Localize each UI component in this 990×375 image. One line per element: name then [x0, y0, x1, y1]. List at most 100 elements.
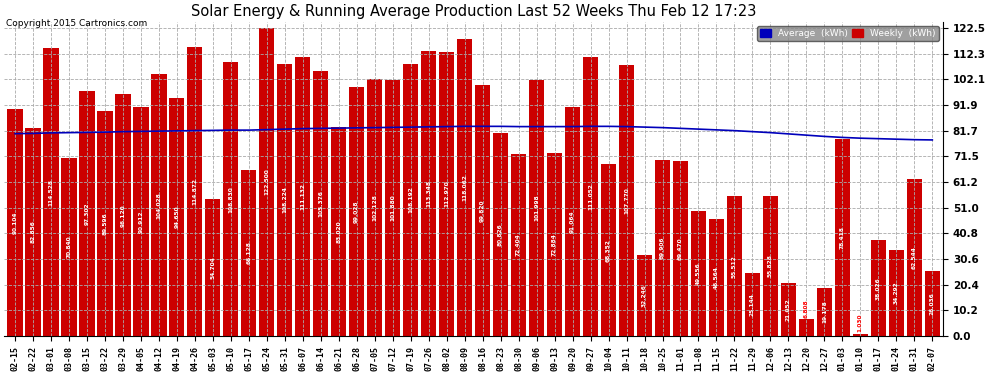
Bar [97, 111, 113, 336]
Bar [871, 240, 886, 336]
Bar [835, 139, 850, 336]
Bar [367, 79, 382, 336]
Text: 90.104: 90.104 [13, 211, 18, 234]
Bar [619, 65, 635, 336]
Bar [762, 196, 778, 336]
Text: 96.120: 96.120 [121, 204, 126, 226]
Bar [852, 333, 868, 336]
Bar [403, 64, 419, 336]
Bar [331, 127, 346, 336]
Bar [727, 196, 742, 336]
Bar [673, 161, 688, 336]
Bar [546, 153, 562, 336]
Bar [709, 219, 724, 336]
Bar [421, 51, 437, 336]
Text: 26.036: 26.036 [930, 292, 935, 315]
Text: 108.224: 108.224 [282, 187, 287, 213]
Text: 78.418: 78.418 [840, 226, 844, 249]
Bar [493, 133, 508, 336]
Bar [583, 57, 598, 336]
Text: 72.884: 72.884 [552, 233, 557, 256]
Text: 108.830: 108.830 [229, 186, 234, 213]
Bar [907, 179, 922, 336]
Text: 66.128: 66.128 [247, 242, 251, 264]
Bar [781, 283, 796, 336]
Text: 105.376: 105.376 [318, 190, 324, 217]
Bar [242, 170, 256, 336]
Bar [205, 198, 221, 336]
Text: 6.808: 6.808 [804, 299, 809, 318]
Bar [277, 64, 292, 336]
Text: 83.020: 83.020 [337, 220, 342, 243]
Bar [637, 255, 652, 336]
Bar [457, 39, 472, 336]
Bar [817, 288, 832, 336]
Bar [223, 62, 239, 336]
Bar [744, 273, 760, 336]
Text: 62.544: 62.544 [912, 246, 917, 269]
Bar [691, 211, 706, 336]
Bar [259, 28, 274, 336]
Bar [439, 52, 454, 336]
Legend: Average  (kWh), Weekly  (kWh): Average (kWh), Weekly (kWh) [757, 26, 939, 40]
Text: 46.564: 46.564 [714, 266, 719, 289]
Bar [61, 158, 76, 336]
Bar [187, 47, 203, 336]
Text: 101.998: 101.998 [534, 195, 540, 221]
Text: 104.028: 104.028 [156, 192, 161, 219]
Bar [79, 92, 95, 336]
Bar [169, 98, 184, 336]
Text: 54.704: 54.704 [210, 256, 215, 279]
Text: 69.906: 69.906 [660, 237, 665, 260]
Text: 68.352: 68.352 [606, 239, 611, 262]
Text: 99.820: 99.820 [480, 200, 485, 222]
Text: 32.246: 32.246 [643, 284, 647, 307]
Bar [799, 319, 814, 336]
Text: 94.650: 94.650 [174, 206, 179, 228]
Bar [529, 80, 545, 336]
Text: 97.302: 97.302 [84, 202, 89, 225]
Text: 80.826: 80.826 [498, 223, 503, 246]
Text: 49.556: 49.556 [696, 262, 701, 285]
Text: 113.348: 113.348 [426, 180, 432, 207]
Text: 102.128: 102.128 [372, 194, 377, 221]
Text: 89.596: 89.596 [102, 212, 107, 235]
Text: Copyright 2015 Cartronics.com: Copyright 2015 Cartronics.com [6, 19, 148, 28]
Text: 90.912: 90.912 [139, 210, 144, 233]
Bar [115, 94, 131, 336]
Text: 91.064: 91.064 [570, 210, 575, 233]
Text: 99.028: 99.028 [354, 200, 359, 223]
Text: 122.500: 122.500 [264, 169, 269, 195]
Bar [925, 271, 940, 336]
Title: Solar Energy & Running Average Production Last 52 Weeks Thu Feb 12 17:23: Solar Energy & Running Average Productio… [191, 4, 756, 19]
Text: 19.178: 19.178 [822, 301, 827, 323]
Text: 38.026: 38.026 [876, 277, 881, 300]
Bar [134, 108, 148, 336]
Text: 25.144: 25.144 [750, 293, 755, 316]
Bar [601, 164, 616, 336]
Text: 82.856: 82.856 [31, 220, 36, 243]
Text: 112.970: 112.970 [445, 181, 449, 207]
Text: 118.062: 118.062 [462, 174, 467, 201]
Bar [385, 80, 400, 336]
Text: 55.828: 55.828 [768, 255, 773, 278]
Bar [151, 75, 166, 336]
Text: 70.840: 70.840 [66, 236, 71, 258]
Text: 69.470: 69.470 [678, 237, 683, 260]
Bar [295, 57, 311, 336]
Text: 101.880: 101.880 [390, 195, 395, 221]
Text: 72.404: 72.404 [516, 234, 521, 256]
Text: 107.770: 107.770 [624, 187, 629, 214]
Bar [565, 107, 580, 336]
Bar [26, 128, 41, 336]
Text: 111.052: 111.052 [588, 183, 593, 210]
Bar [349, 87, 364, 336]
Bar [44, 48, 58, 336]
Text: 1.030: 1.030 [858, 314, 863, 332]
Text: 114.528: 114.528 [49, 178, 53, 206]
Text: 108.192: 108.192 [408, 187, 413, 213]
Text: 55.512: 55.512 [732, 255, 737, 278]
Text: 21.052: 21.052 [786, 298, 791, 321]
Bar [475, 85, 490, 336]
Bar [313, 71, 329, 336]
